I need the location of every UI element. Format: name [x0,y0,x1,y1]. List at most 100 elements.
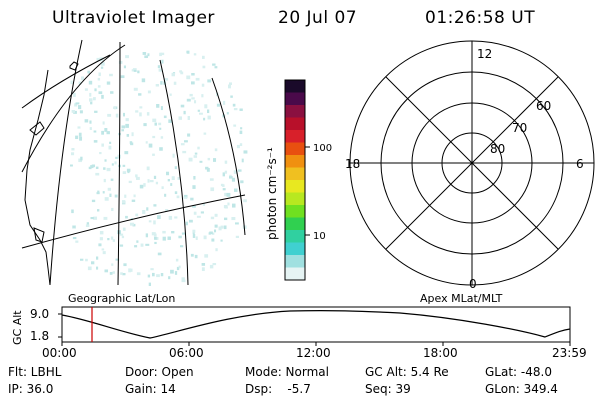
uv-pixel [228,84,231,89]
uv-pixel [96,57,100,61]
uv-pixel [114,161,117,165]
uv-pixel [135,110,139,113]
uv-pixel [107,113,112,117]
ip-info: IP: 36.0 [8,382,54,396]
colorbar-tick-label-10: 10 [313,231,326,242]
grid-line [117,41,121,286]
uv-pixel [107,187,112,191]
uv-pixel [75,102,80,105]
coastline-fragment [29,121,45,136]
uv-pixel [122,273,126,276]
uv-pixel [211,232,215,235]
uv-pixel [73,92,76,97]
uv-pixel [97,190,100,193]
uv-pixel [91,164,96,168]
grid-line [21,194,246,249]
uv-pixel [70,80,73,85]
colorbar-segment [285,142,305,156]
colorbar-segment [285,92,305,106]
uv-pixel [142,210,146,214]
uv-pixel [224,225,227,230]
uv-pixel [173,81,177,85]
colorbar-segment [285,167,305,181]
uv-pixel [109,272,113,275]
uv-pixel [174,191,178,195]
uv-pixel [180,104,185,108]
uv-pixel [194,100,197,104]
uv-pixel [122,227,126,231]
uv-pixel [159,147,163,151]
mlat-label-60: 60 [536,99,551,113]
uv-pixel [210,216,215,220]
uv-pixel [222,100,226,105]
uv-pixel [209,178,214,181]
uv-pixel [103,216,108,220]
uv-pixel [144,55,148,59]
colorbar-segment [285,155,305,168]
uv-pixel [160,136,164,139]
uv-pixel [174,271,178,275]
uv-emission-speckle [70,50,248,286]
uv-pixel [234,188,238,192]
uv-pixel [128,180,132,184]
uv-pixel [139,112,142,117]
uv-pixel [120,272,123,275]
uv-pixel [131,132,134,137]
uv-pixel [165,209,169,212]
uv-pixel [123,65,127,69]
uv-pixel [157,65,161,69]
uv-pixel [189,219,193,223]
uv-pixel [124,151,129,155]
uv-pixel [171,72,175,77]
uv-pixel [154,241,157,245]
uv-pixel [192,205,196,208]
uv-pixel [80,258,84,261]
uv-pixel [143,183,146,187]
uv-pixel [160,106,163,111]
uv-pixel [193,176,196,180]
uv-pixel [207,109,210,114]
uv-pixel [192,234,196,238]
colorbar-segment [285,267,305,281]
uv-pixel [122,164,126,167]
uv-pixel [174,166,177,170]
uv-pixel [180,245,184,248]
uv-pixel [115,258,120,261]
uv-pixel [127,169,130,174]
uv-pixel [202,65,206,69]
uv-pixel [146,112,150,116]
uv-pixel [108,145,112,150]
uv-pixel [157,252,162,256]
colorbar-segment [285,217,305,231]
gain-info: Gain: 14 [125,382,176,396]
uv-pixel [131,199,136,202]
colorbar-unit-label: photon cm⁻²s⁻¹ [265,147,279,240]
glon-info: GLon: 349.4 [485,382,558,396]
colorbar-segment [285,180,305,193]
uv-pixel [183,110,186,115]
uv-pixel [224,170,228,174]
uv-pixel [151,232,156,236]
uv-pixel [209,231,213,235]
uv-pixel [181,277,185,282]
uv-pixel [101,143,104,147]
uv-pixel [197,146,200,150]
door-info: Door: Open [125,365,194,379]
uv-pixel [101,248,105,251]
uv-pixel [136,176,140,180]
uv-pixel [235,235,240,238]
uv-pixel [223,205,228,209]
uv-pixel [111,163,114,166]
uv-pixel [226,112,229,115]
uv-pixel [160,273,164,277]
uv-pixel [216,103,220,107]
uv-pixel [131,69,134,72]
uv-pixel [193,53,197,56]
uv-pixel [233,108,238,111]
uv-pixel [212,263,217,266]
uv-pixel [115,113,119,118]
uv-pixel [149,180,154,183]
colorbar-tick-label-100: 100 [313,143,332,154]
uv-pixel [226,192,231,197]
